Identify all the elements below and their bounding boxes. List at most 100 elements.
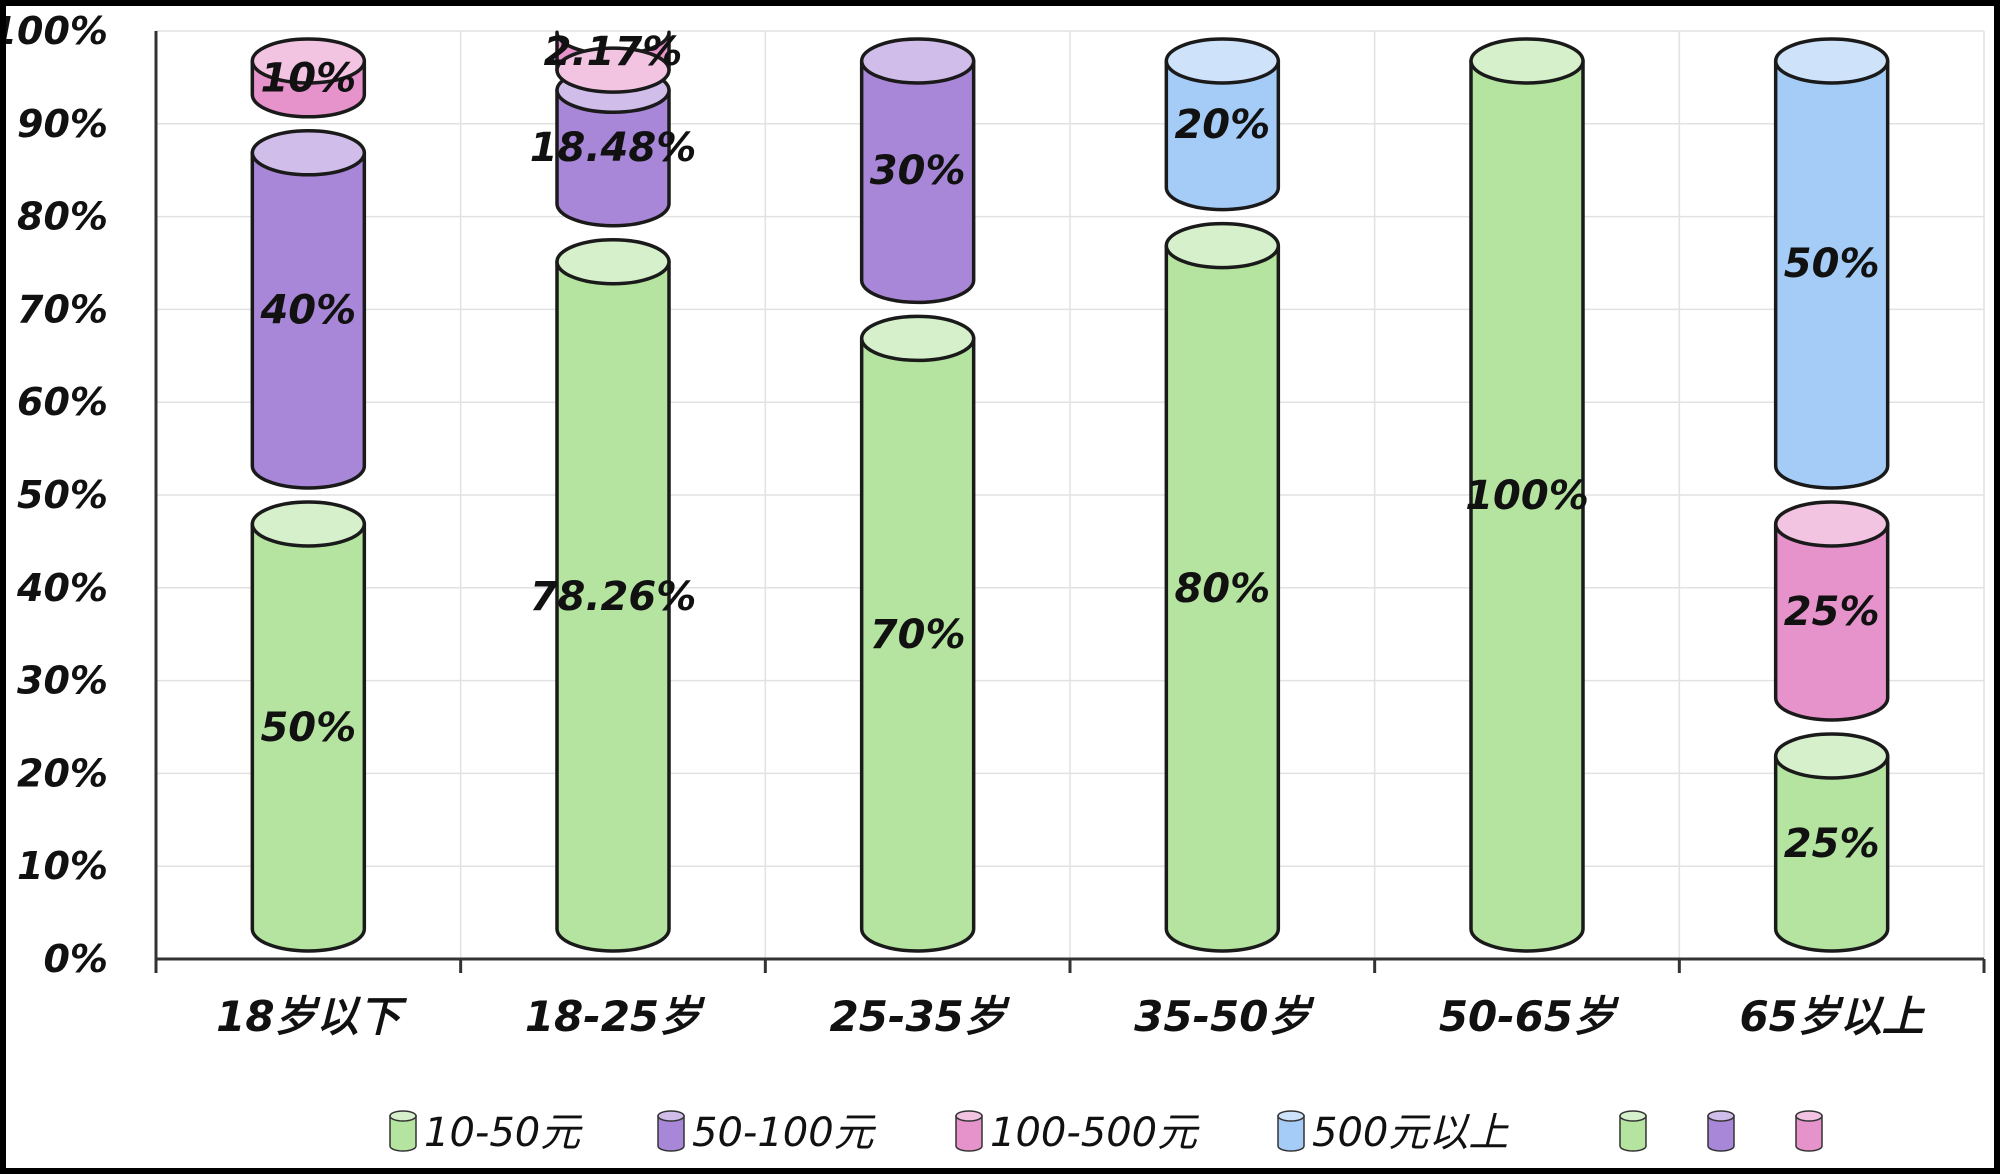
category-label: 18-25岁 [525,992,706,1041]
stacked-cylinder-chart: 0% 10% 20% 30% 40% 50% 60% 70% 80% 90% 100% 18岁以下 18… [6,9,1986,1156]
data-label: 80% [1174,566,1270,612]
y-tick-label: 60% [17,380,108,424]
data-label: 100% [1465,473,1589,519]
legend-item [1619,1110,1647,1152]
category-label: 25-35岁 [830,992,1011,1041]
data-label: 78.26% [530,574,697,620]
legend-swatch-top [955,1110,983,1122]
bar-body [1164,243,1281,953]
bar-top [555,46,671,94]
category-label: 35-50岁 [1134,992,1315,1041]
bar-segment [1469,37,1585,953]
legend-item [1707,1110,1735,1152]
bar-body [555,88,671,228]
bar-body [250,522,367,953]
bar-segment [555,30,671,94]
legend-swatch [1277,1115,1305,1152]
bar-top [250,129,367,177]
bar-top [859,37,976,85]
legend-label: 50-100元 [692,1110,877,1156]
data-label: 10% [260,55,356,101]
grid-lines [155,30,1985,960]
legend-swatch [1795,1115,1823,1152]
bar-top [859,314,976,363]
bar-segment [250,129,367,490]
legend-swatch-top [1277,1110,1305,1122]
y-tick-label: 100% [6,9,108,53]
bar-top [1164,221,1281,270]
chart-frame: 0% 10% 20% 30% 40% 50% 60% 70% 80% 90% 100% 18岁以下 18… [6,6,1994,1168]
data-label: 2.17% [544,29,683,75]
bar-top [250,500,367,548]
category-label: 50-65岁 [1439,992,1620,1041]
bar-top [1164,37,1281,85]
y-tick-label: 10% [17,844,108,888]
legend-swatch [1619,1115,1647,1152]
y-tick-label: 0% [43,937,108,981]
bar-top [1773,37,1890,85]
legend-label: 500元以上 [1312,1110,1509,1156]
y-tick-label: 30% [17,659,108,703]
y-tick-label: 90% [17,102,108,146]
bar-segment [555,237,671,953]
bar-top [1773,732,1890,780]
bar-top [250,37,367,85]
legend-label: 100-500元 [990,1110,1200,1156]
legend-item: 10-50元 [389,1110,583,1156]
legend-swatch-top [657,1110,685,1122]
bar-segment [1773,37,1890,490]
legend-swatch-top [389,1110,417,1122]
data-label: 50% [260,705,356,751]
bar-body [250,151,367,490]
legend-swatch [955,1115,983,1152]
bar-body [1773,522,1890,722]
category-label: 65岁以上 [1739,992,1925,1041]
bar-top [1773,500,1890,548]
data-label: 50% [1784,241,1880,287]
bar-segment [859,314,976,953]
bar-segment [250,37,367,119]
data-label: 70% [870,612,966,658]
axes: 0% 10% 20% 30% 40% 50% 60% 70% 80% 90% 100% 18岁以下 18… [6,9,1986,1041]
bar-body [1164,59,1281,212]
bar-body [1773,59,1890,490]
data-label: 25% [1784,821,1880,867]
data-label: 25% [1784,589,1880,635]
bars [250,30,1890,953]
y-tick-label: 40% [16,566,108,610]
bar-segment [1164,37,1281,212]
data-label: 40% [259,287,356,333]
legend-item: 100-500元 [955,1110,1200,1156]
legend-swatch-top [1795,1110,1823,1122]
bar-segment [250,500,367,953]
data-label: 30% [870,148,966,194]
data-label: 18.48% [530,125,697,171]
legend: 10-50元 50-100元 100-500元 500元以上 [389,1110,1823,1156]
bar-segment [1773,732,1890,953]
category-label: 18岁以下 [216,992,407,1041]
legend-swatch [657,1115,685,1152]
legend-label: 10-50元 [424,1110,583,1156]
bar-segment [1164,221,1281,953]
legend-swatch-top [1707,1110,1735,1122]
bar-top [1469,37,1585,85]
bar-body [859,59,976,305]
bar-body [1469,59,1585,953]
bar-body [1773,754,1890,953]
bar-body [859,336,976,953]
legend-swatch [1707,1115,1735,1152]
y-tick-label: 70% [17,287,108,331]
bar-top [555,237,671,286]
y-tick-label: 20% [17,751,108,795]
bar-body [555,259,671,953]
legend-item: 50-100元 [657,1110,877,1156]
data-labels: 50% 40% 10% 78.26% 18.48% 2.17% 70% 30% 80% 20% 10… [259,29,1879,867]
legend-swatch-top [1619,1110,1647,1122]
bar-segment [859,37,976,305]
bar-segment [1773,500,1890,722]
y-tick-label: 50% [17,473,108,517]
legend-swatch [389,1115,417,1152]
legend-item [1795,1110,1823,1152]
y-tick-label: 80% [17,195,108,239]
legend-item: 500元以上 [1277,1110,1509,1156]
